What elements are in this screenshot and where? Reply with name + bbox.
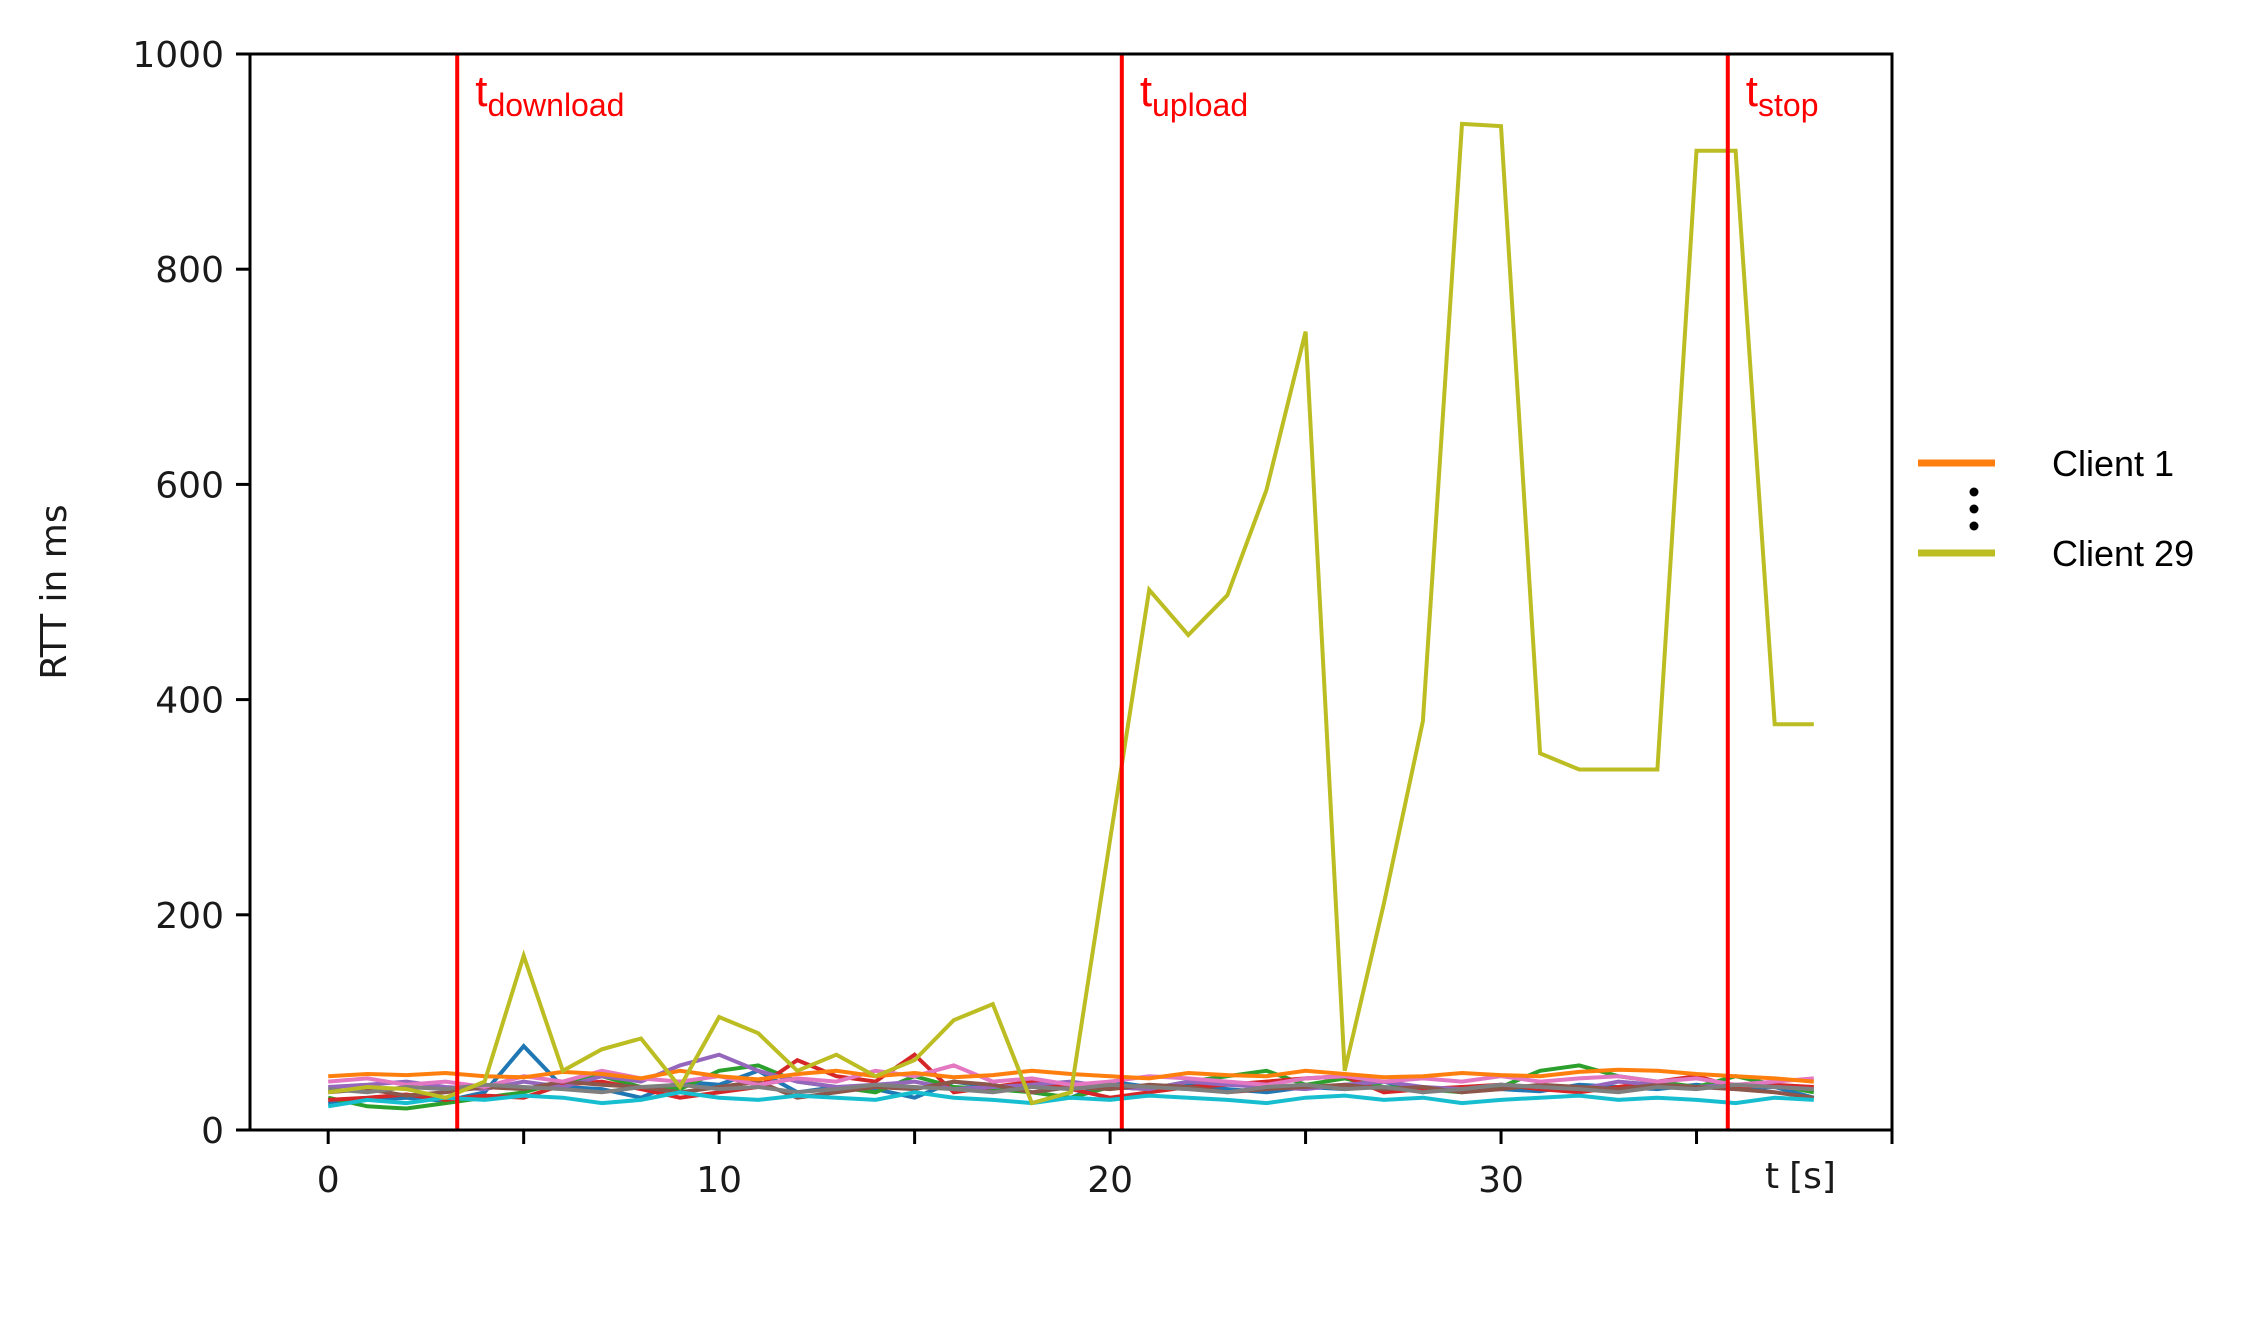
y-tick-label: 800 xyxy=(155,250,224,291)
legend: Client 1 Client 29 xyxy=(1918,443,2194,574)
plot-frame xyxy=(248,52,1894,1132)
marker-label-stop: tstop xyxy=(1746,67,1819,123)
marker-label-upload: tupload xyxy=(1140,67,1248,123)
y-tick-label: 200 xyxy=(155,896,224,937)
series-layer xyxy=(327,121,1815,1111)
x-axis-label: t [s] xyxy=(1765,1156,1836,1197)
legend-ellipsis-dot xyxy=(1969,504,1979,514)
marker-label-download: tdownload xyxy=(475,67,624,123)
x-axis-label-var: t xyxy=(1765,1156,1779,1197)
series-line-9 xyxy=(327,1090,1814,1109)
x-tick-label: 30 xyxy=(1478,1160,1524,1201)
y-tick-label: 1000 xyxy=(132,35,224,76)
legend-label-client-1: Client 1 xyxy=(2052,443,2174,484)
x-axis-ticks: 0 10 20 30 xyxy=(317,1130,1894,1201)
legend-ellipsis-dot xyxy=(1969,487,1979,497)
x-axis-label-unit: [s] xyxy=(1789,1156,1836,1197)
series-line-0 xyxy=(328,1067,1814,1084)
y-tick-label: 0 xyxy=(201,1111,224,1152)
x-tick-label: 20 xyxy=(1087,1160,1133,1201)
marker-layer: tdownload tupload tstop xyxy=(455,54,1819,1130)
legend-label-client-29: Client 29 xyxy=(2052,533,2194,574)
series-line-1 xyxy=(327,121,1814,1106)
x-tick-label: 0 xyxy=(317,1160,340,1201)
y-tick-label: 400 xyxy=(155,681,224,722)
y-axis-label: RTT in ms xyxy=(34,504,75,679)
y-tick-label: 600 xyxy=(155,465,224,506)
legend-ellipsis-dot xyxy=(1969,521,1979,531)
x-tick-label: 10 xyxy=(696,1160,742,1201)
y-axis-ticks: 0 200 400 600 800 1000 xyxy=(132,35,250,1152)
